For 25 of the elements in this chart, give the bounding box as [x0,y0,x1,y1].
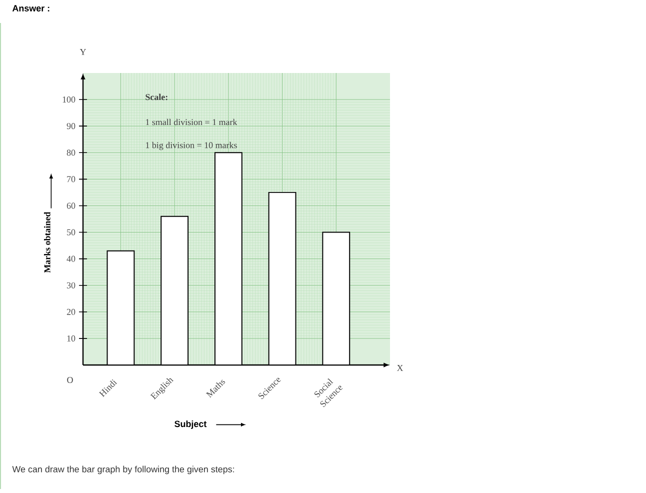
bar [160,216,189,365]
y-tick-label: 30 [66,282,76,288]
text: O [67,376,73,383]
y-tick-label: 40 [66,256,76,262]
bar [106,250,135,365]
chart-title: Answer : [12,5,50,12]
annotation: 1 small division = 1 mark [146,118,238,126]
y-tick-label: 100 [62,96,76,103]
y-tick-label: 70 [67,176,76,182]
y-tick-label: 60 [66,202,76,209]
y-tick-label: 20 [66,308,76,315]
y-tick-label: 90 [66,123,76,130]
y-tick-label: 50 [67,229,76,236]
annotation: 1 big division = 10 marks [146,142,237,150]
x-axis-title: Subject [174,420,207,429]
text: We can draw the bar graph by following the given steps: [12,466,234,474]
bar [214,152,242,365]
bar [322,232,350,365]
text: Y [80,49,86,55]
text: X [396,365,404,371]
y-axis-title: Marks obtained [44,212,50,273]
y-tick-label: 10 [67,335,76,342]
annotation: Scale: [146,94,168,100]
y-tick-label: 80 [66,150,76,156]
bar [268,192,296,365]
